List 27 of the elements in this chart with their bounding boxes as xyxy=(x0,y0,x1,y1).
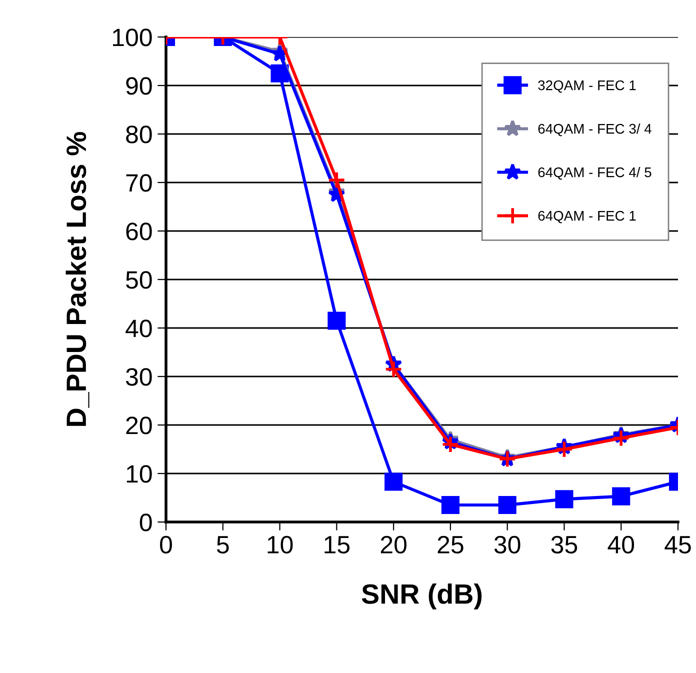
x-tick-label: 40 xyxy=(608,536,634,554)
y-tick-label: 40 xyxy=(126,320,152,338)
y-tick-label: 0 xyxy=(140,514,152,532)
legend-label: 32QAM - FEC 1 xyxy=(538,80,636,93)
x-tick-label: 10 xyxy=(268,536,293,554)
y-tick-label: 10 xyxy=(126,465,152,483)
x-axis-title: SNR (dB) xyxy=(362,584,482,610)
y-tick-label: 90 xyxy=(126,77,152,95)
x-tick-label: 15 xyxy=(324,536,350,554)
y-tick-label: 100 xyxy=(113,28,152,46)
x-tick-label: 35 xyxy=(551,536,578,554)
y-tick-label: 30 xyxy=(126,368,152,386)
y-tick-label: 80 xyxy=(126,126,152,144)
legend-label: 64QAM - FEC 3/ 4 xyxy=(538,124,652,136)
x-tick-label: 45 xyxy=(664,536,691,554)
x-tick-label: 30 xyxy=(494,536,520,554)
y-tick-label: 60 xyxy=(126,222,152,240)
y-tick-label: 50 xyxy=(126,271,152,289)
x-tick-label: 20 xyxy=(380,536,406,554)
legend-label: 64QAM - FEC 4/ 5 xyxy=(538,167,652,180)
y-tick-label: 70 xyxy=(126,174,152,192)
y-tick-label: 20 xyxy=(126,416,152,434)
x-tick-label: 0 xyxy=(160,536,172,554)
y-axis-title: D_PDU Packet Loss % xyxy=(66,132,90,426)
x-tick-label: 25 xyxy=(438,536,464,554)
x-tick-label: 5 xyxy=(216,536,229,554)
legend-label: 64QAM - FEC 1 xyxy=(538,210,636,224)
